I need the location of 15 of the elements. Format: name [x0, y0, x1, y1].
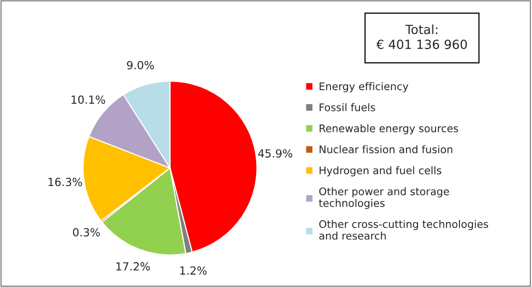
- legend-label: Hydrogen and fuel cells: [320, 166, 442, 176]
- data-label: 1.2%: [180, 266, 207, 275]
- legend-label: Renewable energy sources: [320, 124, 458, 134]
- legend-label: Fossil fuels: [320, 103, 376, 112]
- data-label: 17.2%: [116, 262, 150, 271]
- legend-label: Nuclear fission and fusion: [320, 145, 452, 154]
- data-label: 45.9%: [258, 149, 292, 158]
- data-label: 16.3%: [48, 178, 82, 186]
- legend-label: Other cross-cutting technologies and research: [319, 220, 488, 240]
- data-label: 9.0%: [126, 60, 154, 70]
- text: Total: € 401 136 960: [376, 24, 467, 50]
- data-label: 0.3%: [73, 228, 100, 237]
- legend-label: Energy efficiency: [320, 82, 408, 92]
- data-label: 10.1%: [72, 95, 106, 104]
- legend-label: Other power and storage technologies: [318, 187, 449, 210]
